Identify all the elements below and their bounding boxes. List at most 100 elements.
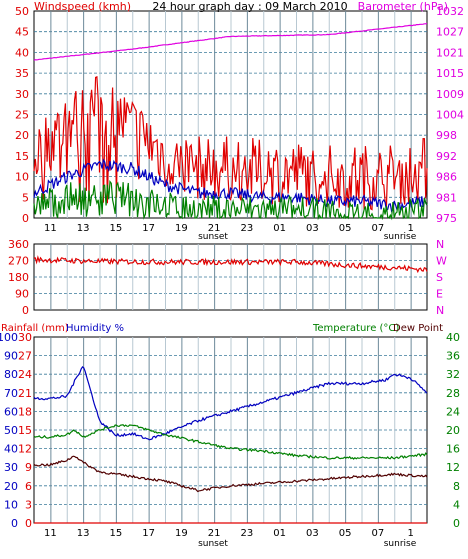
temperature-tick-label: 16: [446, 443, 460, 456]
humidity-tick-label: 90: [4, 350, 18, 363]
humidity-tick-label: 0: [11, 517, 18, 530]
time-tick-label: 1: [407, 223, 413, 234]
humidity-tick-label: 30: [4, 461, 18, 474]
temperature-tick-label: 12: [446, 461, 460, 474]
barometer-tick-label: 1004: [436, 109, 464, 122]
humidity-axis-label: Humidity %: [66, 323, 124, 334]
temperature-tick-label: 40: [446, 331, 460, 344]
time-tick-label: 23: [241, 223, 254, 234]
wind-tick-label: 0: [22, 212, 29, 225]
humidity-tick-label: 40: [4, 443, 18, 456]
temperature-tick-label: 0: [453, 517, 460, 530]
time-tick-label: 01: [273, 528, 286, 539]
temperature-tick-label: 36: [446, 350, 460, 363]
wind-tick-label: 35: [15, 67, 29, 80]
humidity-tick-label: 60: [4, 405, 18, 418]
time-tick-label: 05: [339, 528, 352, 539]
average-line: [33, 158, 428, 213]
rainfall-tick-label: 6: [25, 480, 32, 493]
time-tick-label: 21: [208, 223, 221, 234]
rainfall-tick-label: 9: [25, 461, 32, 474]
compass-tick-label: N: [436, 304, 444, 317]
time-tick-label: 17: [142, 223, 155, 234]
time-tick-label: 15: [110, 528, 123, 539]
barometer-line: [33, 22, 428, 61]
time-tick-label: 05: [339, 223, 352, 234]
time-tick-label: 07: [372, 223, 385, 234]
temperature-tick-label: 28: [446, 387, 460, 400]
barometer-tick-label: 975: [436, 212, 457, 225]
temperature-tick-label: 8: [453, 480, 460, 493]
temperature-axis-label: Temperature (°C): [312, 323, 399, 334]
barometer-tick-label: 981: [436, 191, 457, 204]
wind-tick-label: 50: [15, 5, 29, 18]
compass-tick-label: W: [436, 255, 447, 268]
wind-tick-label: 40: [15, 46, 29, 59]
humidity-tick-label: 20: [4, 480, 18, 493]
direction-tick-label: 0: [22, 304, 29, 317]
direction-tick-label: 180: [8, 271, 29, 284]
time-tick-label: 21: [208, 528, 221, 539]
minimum-line: [33, 179, 428, 221]
rainfall-axis-label: Rainfall (mm): [1, 323, 69, 334]
compass-tick-label: N: [436, 238, 444, 251]
barometer-tick-label: 1027: [436, 26, 464, 39]
barometer-axis-label: Barometer (hPa): [358, 0, 448, 13]
rainfall-tick-label: 21: [18, 387, 32, 400]
wind-tick-label: 10: [15, 171, 29, 184]
dewpoint-axis-label: Dew Point: [393, 323, 443, 334]
humidity-tick-label: 80: [4, 368, 18, 381]
chart-title: 24 hour graph day : 09 March 2010: [152, 0, 347, 13]
temperature-line: [33, 424, 428, 460]
dewpoint-line: [33, 455, 428, 493]
sunrise-label: sunrise: [384, 232, 417, 242]
rainfall-tick-label: 30: [18, 331, 32, 344]
rainfall-tick-label: 0: [25, 517, 32, 530]
barometer-tick-label: 1021: [436, 46, 464, 59]
compass-tick-label: S: [436, 271, 443, 284]
sunrise-label: sunrise: [384, 539, 417, 549]
time-tick-label: 13: [77, 528, 90, 539]
barometer-tick-label: 986: [436, 171, 457, 184]
rainfall-tick-label: 3: [25, 498, 32, 511]
time-tick-label: 01: [273, 223, 286, 234]
wind-axis-label: Windspeed (kmh): [34, 0, 131, 13]
temperature-tick-label: 4: [453, 498, 460, 511]
wind-tick-label: 5: [22, 191, 29, 204]
rainfall-tick-label: 18: [18, 405, 32, 418]
gust-line: [33, 76, 428, 211]
sunset-label: sunset: [198, 232, 228, 242]
barometer-tick-label: 1015: [436, 67, 464, 80]
time-tick-label: 15: [110, 223, 123, 234]
barometer-tick-label: 1009: [436, 88, 464, 101]
time-tick-label: 03: [306, 528, 319, 539]
time-tick-label: 19: [175, 223, 188, 234]
barometer-tick-label: 998: [436, 129, 457, 142]
barometer-tick-label: 992: [436, 150, 457, 163]
time-tick-label: 11: [44, 223, 57, 234]
barometer-tick-label: 1032: [436, 5, 464, 18]
time-tick-label: 07: [372, 528, 385, 539]
wind-tick-label: 25: [15, 109, 29, 122]
time-tick-label: 03: [306, 223, 319, 234]
direction-tick-label: 360: [8, 238, 29, 251]
humidity-line: [33, 366, 428, 441]
humidity-tick-label: 70: [4, 387, 18, 400]
time-tick-label: 23: [241, 528, 254, 539]
wind-tick-label: 30: [15, 88, 29, 101]
time-tick-label: 19: [175, 528, 188, 539]
temperature-tick-label: 32: [446, 368, 460, 381]
rainfall-tick-label: 15: [18, 424, 32, 437]
wind-tick-label: 20: [15, 129, 29, 142]
time-tick-label: 1: [407, 528, 413, 539]
rainfall-tick-label: 24: [18, 368, 32, 381]
time-tick-label: 11: [44, 528, 57, 539]
humidity-tick-label: 10: [4, 498, 18, 511]
wind-tick-label: 45: [15, 26, 29, 39]
temperature-tick-label: 20: [446, 424, 460, 437]
time-tick-label: 13: [77, 223, 90, 234]
direction-line: [33, 255, 428, 274]
direction-tick-label: 270: [8, 255, 29, 268]
humidity-tick-label: 50: [4, 424, 18, 437]
